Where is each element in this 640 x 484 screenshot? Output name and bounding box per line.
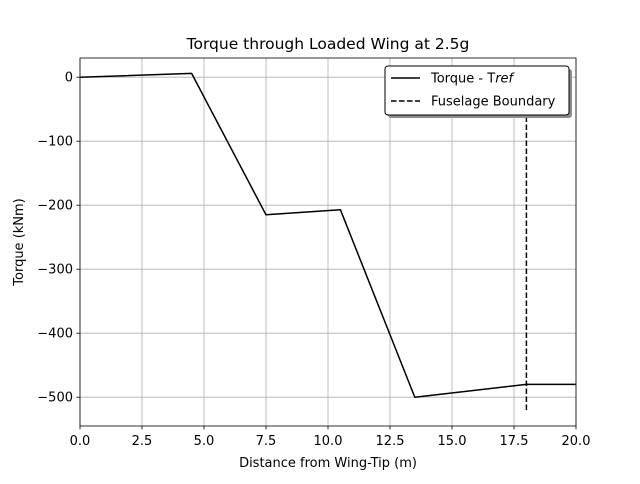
ticks-layer: 0.0 2.5 5.0 7.5 10.0 12.5 15.0 17.5 20.0 0 −100 −20… [37,71,590,449]
legend-label-torque-italic: ref [495,72,515,87]
y-tick-label: −500 [37,391,73,406]
x-tick-label: 17.5 [500,434,529,449]
legend-box [384,65,570,116]
legend-label-torque: Torque - Tref [430,72,516,87]
x-tick-label: 20.0 [562,434,591,449]
x-tick-label: 0.0 [70,434,91,449]
chart-title: Torque through Loaded Wing at 2.5g [186,35,470,53]
x-axis-label: Distance from Wing-Tip (m) [239,456,417,471]
y-tick-label: −200 [37,199,73,214]
x-tick-label: 2.5 [132,434,153,449]
y-axis-label: Torque (kNm) [12,198,27,286]
y-tick-label: −300 [37,263,73,278]
y-tick-label: 0 [65,71,73,86]
legend-label-fuselage: Fuselage Boundary [431,95,556,110]
x-tick-label: 15.0 [438,434,467,449]
y-tick-label: −400 [37,327,73,342]
x-tick-label: 12.5 [376,434,405,449]
legend: Torque - Tref Fuselage Boundary [384,65,572,118]
x-tick-label: 5.0 [194,434,215,449]
x-tick-label: 10.0 [314,434,343,449]
series-layer [79,72,576,410]
x-tick-label: 7.5 [256,434,277,449]
legend-label-torque-prefix: Torque - T [430,72,495,87]
y-tick-label: −100 [37,135,73,150]
